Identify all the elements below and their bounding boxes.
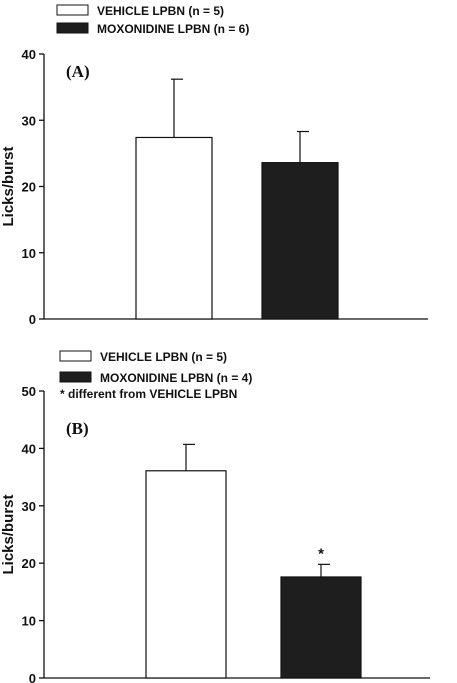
chart-panel-a: VEHICLE LPBN (n = 5) MOXONIDINE LPBN (n =…: [0, 4, 428, 327]
panel-label: (A): [66, 62, 90, 81]
legend-label: VEHICLE LPBN (n = 5): [97, 4, 224, 18]
legend-swatch: [56, 22, 89, 34]
footnote: * different from VEHICLE LPBN: [60, 387, 237, 401]
bar-moxonidine: [261, 162, 339, 320]
significance-marker: *: [318, 545, 324, 562]
panel-label: (B): [66, 419, 89, 438]
y-tick-label: 20: [22, 556, 36, 571]
bar-moxonidine: [280, 576, 362, 679]
y-axis-title: Licks/burst: [0, 494, 17, 574]
y-tick-label: 10: [22, 614, 36, 629]
y-tick-label: 0: [29, 312, 36, 327]
legend-label: MOXONIDINE LPBN (n = 4): [100, 371, 252, 385]
y-tick-label: 30: [22, 113, 36, 128]
y-axis-title: Licks/burst: [0, 146, 17, 226]
legend-swatch: [59, 350, 92, 362]
bar-vehicle: [135, 136, 213, 320]
legend-label: MOXONIDINE LPBN (n = 6): [97, 22, 249, 36]
legend-swatch: [56, 4, 89, 16]
y-tick-label: 10: [22, 246, 36, 261]
bar-vehicle: [145, 470, 227, 679]
y-tick-label: 20: [22, 180, 36, 195]
y-tick-label: 0: [29, 671, 36, 683]
legend-label: VEHICLE LPBN (n = 5): [100, 350, 227, 364]
legend-swatch: [59, 371, 92, 383]
chart-panel-b: VEHICLE LPBN (n = 5) MOXONIDINE LPBN (n =…: [0, 350, 430, 683]
y-tick-label: 30: [22, 499, 36, 514]
y-tick-label: 50: [22, 384, 36, 399]
y-tick-label: 40: [22, 47, 36, 62]
y-tick-label: 40: [22, 441, 36, 456]
